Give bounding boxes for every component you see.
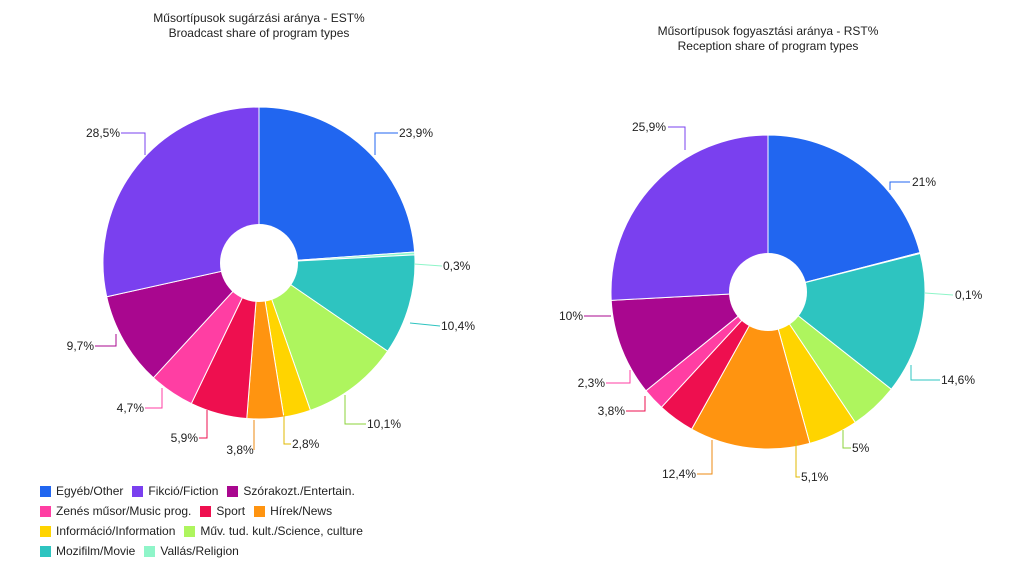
leader-line (413, 263, 443, 267)
leader-line (121, 132, 146, 155)
pie-slice[interactable] (690, 290, 811, 450)
legend-label: Szórakozt./Entertain. (243, 484, 355, 498)
legend-label: Fikció/Fiction (148, 484, 219, 498)
legend-item-sport[interactable]: Sport (200, 504, 245, 518)
data-label: 2,8% (292, 437, 320, 451)
legend-item-movie[interactable]: Mozifilm/Movie (40, 544, 135, 558)
data-label: 0,1% (955, 288, 983, 302)
leader-line (145, 388, 163, 409)
leader-line (842, 430, 851, 449)
pie-slice[interactable] (106, 262, 261, 379)
pie-slice[interactable] (767, 134, 921, 293)
pie-slice[interactable] (610, 291, 770, 392)
leader-line (606, 370, 631, 384)
legend-swatch (200, 505, 212, 517)
legend-label: Információ/Information (56, 524, 176, 538)
leader-line (910, 365, 940, 381)
legend-item-science-culture[interactable]: Műv. tud. kult./Science, culture (184, 524, 363, 538)
data-label: 5,1% (801, 470, 829, 484)
legend-label: Mozifilm/Movie (56, 544, 136, 558)
donut-hole (729, 253, 807, 331)
data-label: 5% (852, 441, 870, 455)
legend-row: Információ/Information Műv. tud. kult./S… (40, 521, 440, 541)
data-label: 10,1% (367, 417, 401, 431)
pie-chart-reception: 21% 0,1% 14,6% 5% 5,1% 12,4% 3,8% 2,3% 10% 25,9% M… (559, 24, 983, 484)
legend-label: Műv. tud. kult./Science, culture (200, 524, 363, 538)
data-label: 0,3% (443, 259, 471, 273)
chart-subtitle: Broadcast share of program types (169, 26, 350, 40)
leader-line (924, 292, 954, 296)
leader-line (344, 395, 366, 425)
legend-swatch (40, 545, 51, 557)
data-label: 10% (559, 309, 583, 323)
legend-swatch (132, 485, 144, 497)
leader-line (889, 181, 910, 190)
legend-label: Sport (216, 504, 246, 518)
legend-item-fiction[interactable]: Fikció/Fiction (132, 484, 218, 498)
legend-item-other[interactable]: Egyéb/Other (40, 484, 123, 498)
legend: Egyéb/Other Fikció/Fiction Szórakozt./En… (40, 481, 440, 561)
legend-label: Hírek/News (270, 504, 333, 518)
data-label: 12,4% (662, 467, 696, 481)
data-label: 25,9% (632, 120, 666, 134)
legend-item-entertainment[interactable]: Szórakozt./Entertain. (227, 484, 355, 498)
pie-slice[interactable] (258, 261, 389, 411)
data-label: 5,9% (171, 431, 199, 445)
donut-hole (220, 224, 298, 302)
data-label: 21% (912, 175, 936, 189)
leader-line (374, 132, 398, 155)
legend-row: Egyéb/Other Fikció/Fiction Szórakozt./En… (40, 481, 440, 501)
legend-item-information[interactable]: Információ/Information (40, 524, 175, 538)
pie-slice[interactable] (258, 106, 416, 264)
legend-swatch (40, 485, 51, 497)
data-label: 28,5% (86, 126, 120, 140)
pie-chart-broadcast: 23,9% 0,3% 10,4% 10,1% 2,8% 3,8% 5,9% 4,7% 9,7% 2… (67, 11, 476, 457)
pie-slice[interactable] (257, 254, 416, 352)
leader-line (795, 440, 800, 478)
data-label: 23,9% (399, 126, 433, 140)
data-label: 14,6% (941, 373, 975, 387)
data-label: 4,7% (117, 401, 145, 415)
leader-line (95, 334, 117, 347)
data-label: 10,4% (441, 319, 475, 333)
legend-row: Zenés műsor/Music prog. Sport Hírek/News (40, 501, 440, 521)
legend-row: Mozifilm/Movie Vallás/Religion (40, 541, 440, 561)
pie-slice[interactable] (102, 106, 260, 298)
legend-label: Zenés műsor/Music prog. (56, 504, 192, 518)
legend-swatch (144, 545, 156, 557)
legend-swatch (40, 525, 51, 537)
legend-swatch (254, 505, 266, 517)
legend-label: Vallás/Religion (160, 544, 239, 558)
leader-line (283, 415, 291, 445)
data-label: 3,8% (226, 443, 254, 457)
legend-item-news[interactable]: Hírek/News (254, 504, 332, 518)
leader-line (668, 126, 686, 150)
leader-line (697, 440, 713, 475)
chart-title: Műsortípusok fogyasztási aránya - RST% (658, 24, 879, 38)
legend-swatch (184, 525, 196, 537)
leader-line (199, 410, 208, 439)
chart-title: Műsortípusok sugárzási aránya - EST% (153, 11, 365, 25)
legend-label: Egyéb/Other (56, 484, 124, 498)
data-label: 2,3% (578, 376, 606, 390)
leader-line (626, 396, 646, 412)
pie-slice[interactable] (610, 134, 769, 301)
legend-swatch (40, 505, 51, 517)
leader-line (409, 322, 441, 327)
legend-item-music[interactable]: Zenés műsor/Music prog. (40, 504, 191, 518)
legend-swatch (227, 485, 239, 497)
chart-subtitle: Reception share of program types (678, 39, 859, 53)
pie-slice[interactable] (766, 252, 926, 390)
data-label: 9,7% (67, 339, 95, 353)
data-label: 3,8% (598, 404, 626, 418)
legend-item-religion[interactable]: Vallás/Religion (144, 544, 239, 558)
